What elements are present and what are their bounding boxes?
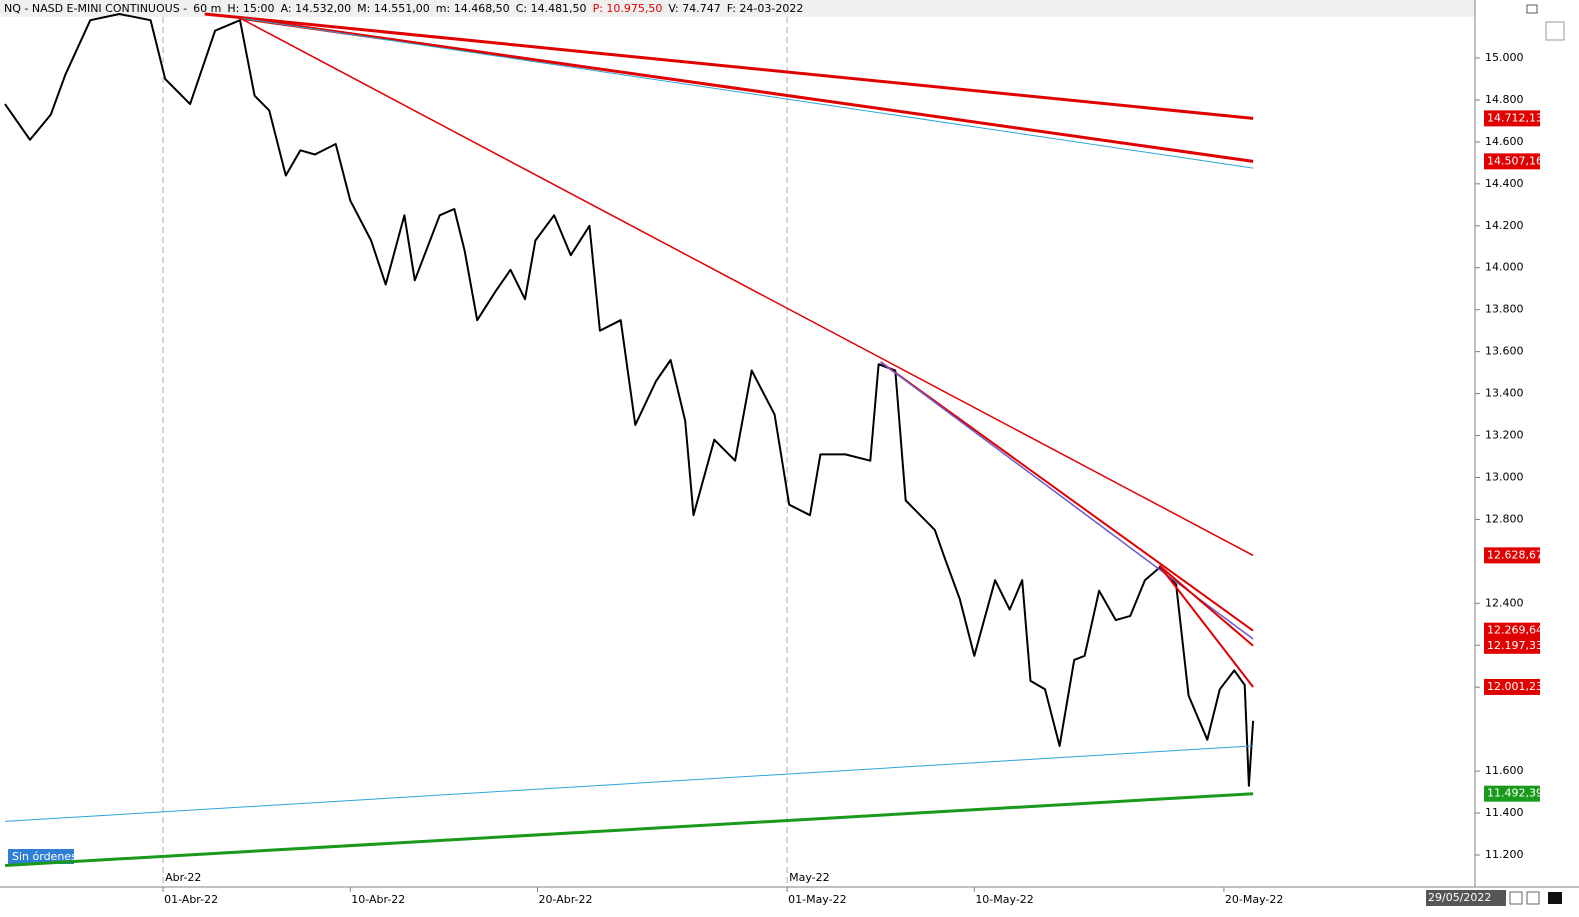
price-line (4, 13, 1255, 787)
month-label: Abr-22 (165, 871, 201, 884)
y-tick-label: 14.600 (1485, 135, 1524, 148)
x-tick-label: 01-Abr-22 (164, 893, 218, 906)
x-tick-label: 20-May-22 (1225, 893, 1283, 906)
y-tick-label: 13.600 (1485, 345, 1524, 358)
y-tick-label: 15.000 (1485, 51, 1524, 64)
price-label-box (1484, 622, 1540, 639)
price-label: 14.712,13 (1487, 111, 1543, 124)
price-label-box (1484, 678, 1540, 695)
y-tick-label: 11.400 (1485, 806, 1524, 819)
color-button[interactable] (1548, 892, 1562, 904)
trendline (1158, 564, 1254, 647)
order-status: Sin órdenes (12, 850, 77, 863)
cursor-date: 29/05/2022 (1428, 891, 1491, 904)
y-tick-label: 14.400 (1485, 177, 1524, 190)
price-label: 12.001,23 (1487, 680, 1543, 693)
price-label: 12.269,64 (1487, 624, 1543, 637)
y-tick-label: 11.600 (1485, 764, 1524, 777)
price-label: 12.197,33 (1487, 639, 1543, 652)
window-button[interactable] (1526, 4, 1538, 14)
header-field: V: 74.747 (668, 2, 720, 15)
trendline (239, 17, 1254, 557)
header-field: NQ - NASD E-MINI CONTINUOUS - (4, 2, 187, 15)
x-tick-label: 10-May-22 (975, 893, 1033, 906)
y-tick-label: 14.200 (1485, 219, 1524, 232)
header-field: 60 m (193, 2, 221, 15)
trendline (1158, 564, 1254, 688)
y-tick-label: 13.800 (1485, 303, 1524, 316)
trendline (4, 745, 1254, 822)
price-label: 11.492,39 (1487, 787, 1543, 800)
x-tick-label: 20-Abr-22 (538, 893, 592, 906)
trendline (239, 17, 1254, 169)
order-status-box[interactable] (8, 849, 74, 864)
header-field: m: 14.468,50 (436, 2, 510, 15)
price-label-box (1484, 637, 1540, 654)
tool-button[interactable] (1545, 21, 1565, 41)
trendline (239, 16, 1254, 163)
header-field: M: 14.551,00 (357, 2, 430, 15)
y-tick-label: 14.000 (1485, 261, 1524, 274)
price-label-box (1484, 547, 1540, 564)
y-tick-label: 12.400 (1485, 596, 1524, 609)
x-tick-label: 10-Abr-22 (351, 893, 405, 906)
price-label-box (1484, 110, 1540, 127)
y-tick-label: 13.000 (1485, 470, 1524, 483)
price-label-box (1484, 785, 1540, 802)
y-tick-label: 11.200 (1485, 848, 1524, 861)
y-tick-label: 13.400 (1485, 387, 1524, 400)
price-label: 14.507,16 (1487, 154, 1543, 167)
grid-button[interactable] (1526, 891, 1540, 905)
price-label-box (1484, 153, 1540, 170)
header-field: H: 15:00 (227, 2, 274, 15)
header-field: P: 10.975,50 (593, 2, 663, 15)
month-label: May-22 (789, 871, 830, 884)
x-tick-label: 01-May-22 (788, 893, 846, 906)
y-tick-label: 14.800 (1485, 93, 1524, 106)
save-button[interactable] (1509, 891, 1523, 905)
price-label: 12.628,67 (1487, 548, 1543, 561)
header-field: C: 14.481,50 (516, 2, 587, 15)
header-field: F: 24-03-2022 (727, 2, 804, 15)
y-tick-label: 12.800 (1485, 512, 1524, 525)
trendline (4, 792, 1254, 867)
y-tick-label: 13.200 (1485, 429, 1524, 442)
trendline (880, 361, 1254, 632)
header-field: A: 14.532,00 (281, 2, 352, 15)
header-bar (0, 0, 1475, 17)
trendline (204, 12, 1254, 120)
date-box (1426, 890, 1506, 906)
